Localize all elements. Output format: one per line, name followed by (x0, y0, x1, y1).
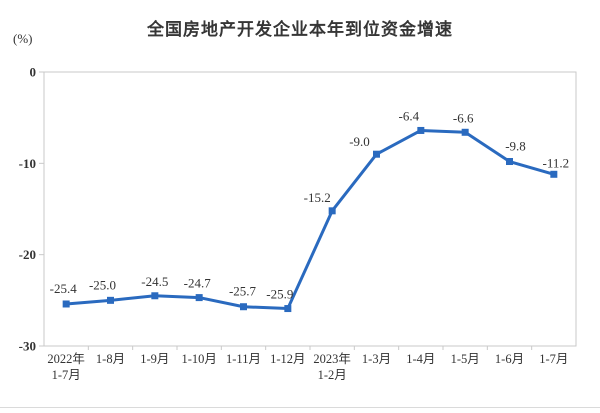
data-point-label: -6.6 (453, 110, 474, 125)
data-point-label: -25.0 (89, 277, 116, 292)
data-point-label: -25.9 (266, 287, 293, 302)
data-point-label: -25.4 (50, 281, 78, 296)
x-category-label: 2023年 (313, 352, 351, 366)
data-point-marker (151, 292, 159, 300)
x-category-label: 1-8月 (96, 352, 125, 366)
x-category-label: 1-10月 (181, 352, 216, 366)
y-axis-unit-label: (%) (13, 31, 33, 46)
data-point-label: -9.8 (505, 139, 526, 154)
data-point-label: -25.7 (229, 284, 257, 299)
x-category-label: 1-7月 (539, 352, 568, 366)
data-point-marker (373, 150, 380, 158)
data-point-marker (506, 158, 513, 166)
x-category-label: 1-6月 (495, 352, 524, 366)
data-point-label: -11.2 (543, 155, 570, 170)
data-point-label: -24.5 (141, 274, 168, 289)
y-axis-tick-label: -10 (19, 156, 36, 171)
data-point-marker (62, 300, 70, 308)
data-point-marker (107, 296, 114, 304)
page-bottom-divider (0, 407, 600, 408)
x-category-label: 1-3月 (362, 352, 391, 366)
x-category-label: 1-9月 (140, 352, 169, 366)
data-point-label: -24.7 (184, 276, 212, 291)
data-point-marker (461, 128, 469, 136)
x-category-label: 1-7月 (52, 368, 81, 382)
x-category-label: 1-12月 (270, 352, 305, 366)
data-point-label: -9.0 (349, 134, 370, 149)
x-category-label: 2022年 (47, 352, 85, 366)
data-point-marker (195, 294, 203, 302)
data-point-marker (550, 170, 558, 178)
plot-border (43, 71, 577, 347)
y-axis-tick-label: -20 (19, 247, 36, 262)
data-point-marker (417, 126, 425, 134)
data-point-label: -15.2 (304, 190, 331, 205)
data-line (64, 128, 556, 311)
data-point-marker (240, 303, 247, 311)
data-point-marker (284, 305, 292, 313)
x-category-label: 1-5月 (451, 352, 480, 366)
data-point-label: -6.4 (399, 108, 420, 123)
y-axis-tick-label: 0 (30, 65, 37, 80)
x-category-label: 1-4月 (406, 352, 435, 366)
y-axis-tick-label: -30 (19, 339, 36, 354)
x-category-label: 1-2月 (318, 368, 347, 382)
x-category-label: 1-11月 (226, 352, 261, 366)
chart-title: 全国房地产开发企业本年到位资金增速 (147, 20, 453, 39)
data-point-marker (328, 207, 336, 215)
